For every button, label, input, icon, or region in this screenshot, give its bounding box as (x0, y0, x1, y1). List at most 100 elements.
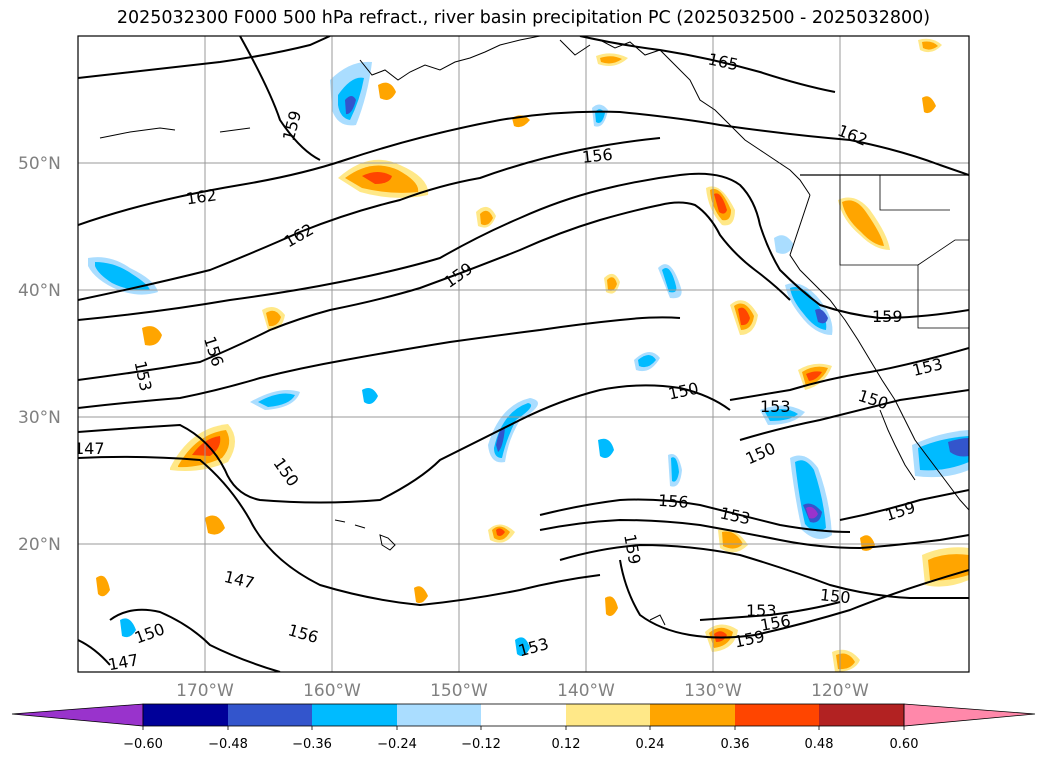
lon-label: 160°W (303, 681, 361, 701)
precip-patch (480, 210, 493, 226)
contour-150 (78, 384, 731, 504)
precip-patch (842, 200, 884, 246)
precip-patch (774, 235, 794, 254)
colorbar-segment (735, 704, 819, 726)
contour-162 (78, 137, 661, 301)
contour-147 (78, 639, 111, 666)
contour-153 (78, 316, 681, 409)
colorbar-tick-label: −0.24 (377, 737, 417, 752)
lat-label: 40°N (18, 281, 61, 301)
contour-159 (239, 36, 321, 161)
precip-patch (96, 575, 110, 597)
precip-patch (95, 262, 150, 291)
colorbar: −0.60 −0.48 −0.36 −0.24 −0.12 0.12 0.24 … (11, 703, 1036, 752)
lon-label: 150°W (430, 681, 488, 701)
precip-patch (378, 82, 396, 100)
precip-patch (362, 172, 392, 184)
contour-159 (839, 489, 969, 521)
contour-label: 153 (760, 397, 791, 416)
contour-label: 150 (819, 585, 851, 607)
precip-patch (922, 41, 938, 50)
precip-patch (605, 596, 618, 616)
precip-patch (948, 438, 969, 457)
lon-axis: 170°W 160°W 150°W 140°W 130°W 120°W (176, 681, 869, 701)
precip-patch (345, 96, 356, 115)
lat-axis: 50°N 40°N 30°N 20°N (18, 154, 61, 555)
contour-153 (729, 347, 969, 401)
lon-label: 130°W (684, 681, 742, 701)
contour-165 (579, 36, 836, 93)
height-contours (78, 36, 969, 672)
precip-patch (790, 286, 827, 330)
precip-patch (607, 277, 617, 291)
precip-patch (836, 653, 855, 670)
contour-147 (78, 455, 601, 607)
colorbar-tick-label: −0.36 (292, 737, 332, 752)
lon-label: 170°W (176, 681, 234, 701)
map-title: 2025032300 F000 500 hPa refract., river … (116, 8, 931, 28)
precip-patch (494, 403, 532, 458)
contour-150 (559, 543, 969, 599)
colorbar-tick-label: 0.12 (552, 737, 581, 752)
colorbar-segment (650, 704, 735, 726)
contour-label: 156 (581, 145, 613, 167)
precip-patch (496, 528, 505, 536)
map-area: 165 162 162 162 159 159 159 159 159 156 … (74, 36, 969, 674)
lat-label: 20°N (18, 535, 61, 555)
colorbar-segment (228, 704, 312, 726)
lon-label: 120°W (811, 681, 869, 701)
contour-150 (739, 389, 969, 441)
lat-label: 30°N (18, 408, 61, 428)
precip-patch (205, 515, 225, 535)
contour-162 (78, 110, 969, 226)
contour-label: 159 (872, 307, 903, 326)
colorbar-tick-label: −0.48 (208, 737, 248, 752)
colorbar-extend-low (11, 703, 144, 727)
contour-147 (109, 608, 281, 672)
contour-label: 147 (74, 439, 105, 458)
colorbar-tick-label: 0.24 (636, 737, 665, 752)
precip-patch (765, 408, 798, 421)
precip-patch (598, 438, 614, 458)
precip-patch (600, 56, 622, 64)
colorbar-segment (819, 704, 904, 726)
colorbar-segment (566, 704, 650, 726)
colorbar-segment (143, 704, 228, 726)
contour-label: 156 (657, 491, 689, 512)
precip-patch (266, 310, 281, 327)
precip-patch (806, 371, 822, 381)
contour-156 (78, 201, 791, 381)
contour-156 (539, 498, 851, 533)
precip-patch (815, 309, 828, 324)
colorbar-tick-label: −0.12 (461, 737, 501, 752)
precip-patch (120, 618, 136, 638)
map-frame (77, 35, 970, 673)
colorbar-segment (312, 704, 397, 726)
precip-patch (671, 457, 679, 482)
colorbar-extend-high (903, 703, 1036, 727)
contour-label: 162 (185, 185, 218, 208)
precip-patch (714, 193, 727, 214)
contour-162 (78, 36, 331, 79)
contour-153 (539, 518, 969, 550)
precip-patch (496, 427, 505, 452)
coastlines (99, 36, 969, 626)
lat-label: 50°N (18, 154, 61, 174)
precip-patch (638, 355, 656, 368)
precip-patch (414, 586, 428, 604)
colorbar-tick-label: −0.60 (123, 737, 163, 752)
contour-label: 147 (107, 650, 140, 674)
colorbar-segment (481, 704, 566, 726)
contour-labels: 165 162 162 162 159 159 159 159 159 156 … (74, 49, 945, 674)
colorbar-segment (397, 704, 481, 726)
precip-patch (142, 326, 162, 346)
contour-159 (78, 172, 969, 321)
colorbar-tick-label: 0.48 (805, 737, 834, 752)
contour-156 (699, 601, 841, 621)
colorbar-tick-label: 0.36 (721, 737, 750, 752)
contour-159 (619, 559, 969, 639)
precip-patch (738, 307, 750, 326)
contour-label: 153 (746, 601, 777, 620)
precip-patch (258, 393, 295, 407)
